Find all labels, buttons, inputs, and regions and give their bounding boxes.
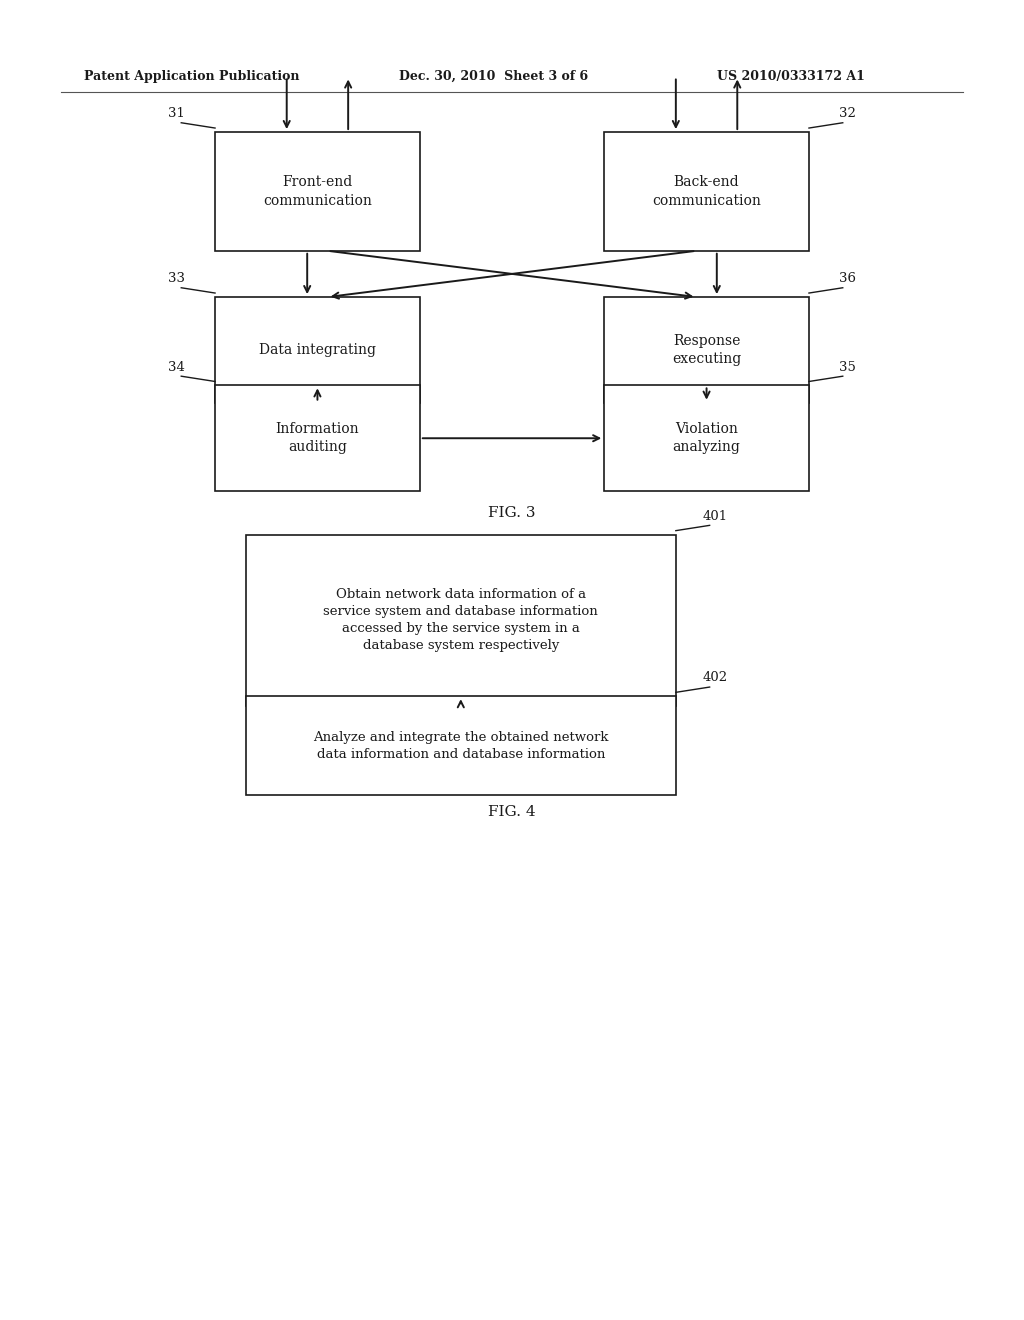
Text: Violation
analyzing: Violation analyzing xyxy=(673,422,740,454)
Text: FIG. 4: FIG. 4 xyxy=(488,805,536,820)
Text: Patent Application Publication: Patent Application Publication xyxy=(84,70,299,83)
Text: 402: 402 xyxy=(702,672,727,685)
Bar xyxy=(604,132,809,251)
Bar xyxy=(246,535,676,706)
Text: Analyze and integrate the obtained network
data information and database informa: Analyze and integrate the obtained netwo… xyxy=(313,731,608,760)
Text: US 2010/0333172 A1: US 2010/0333172 A1 xyxy=(717,70,864,83)
Text: 36: 36 xyxy=(840,272,856,285)
Bar xyxy=(246,697,676,795)
Text: 35: 35 xyxy=(840,360,856,374)
Text: 401: 401 xyxy=(702,510,727,523)
Text: Obtain network data information of a
service system and database information
acc: Obtain network data information of a ser… xyxy=(324,589,598,652)
Text: 32: 32 xyxy=(840,107,856,120)
Text: Back-end
communication: Back-end communication xyxy=(652,176,761,207)
Text: Response
executing: Response executing xyxy=(672,334,741,366)
Bar xyxy=(604,385,809,491)
Bar xyxy=(215,132,420,251)
Text: Front-end
communication: Front-end communication xyxy=(263,176,372,207)
Bar xyxy=(215,385,420,491)
Text: Dec. 30, 2010  Sheet 3 of 6: Dec. 30, 2010 Sheet 3 of 6 xyxy=(399,70,589,83)
Text: Data integrating: Data integrating xyxy=(259,343,376,356)
Bar xyxy=(215,297,420,403)
Text: Information
auditing: Information auditing xyxy=(275,422,359,454)
Text: FIG. 3: FIG. 3 xyxy=(488,506,536,520)
Bar xyxy=(604,297,809,403)
Text: 31: 31 xyxy=(168,107,184,120)
Text: 34: 34 xyxy=(168,360,184,374)
Text: 33: 33 xyxy=(168,272,184,285)
